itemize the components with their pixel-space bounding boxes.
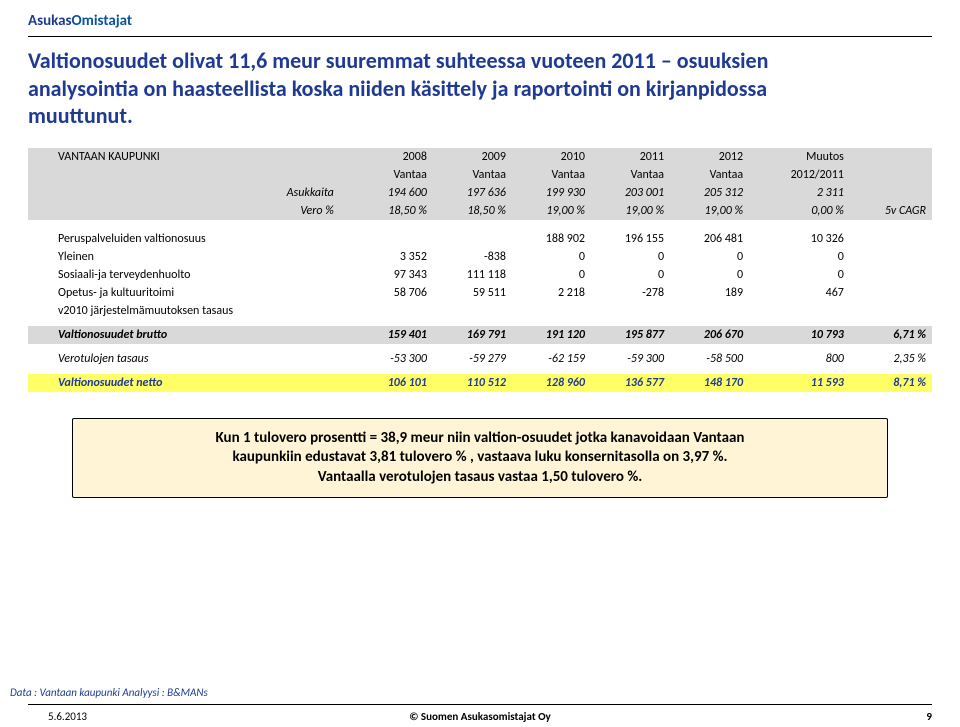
row-label-asukkaita: Asukkaita xyxy=(28,184,354,202)
col-year: 2009 xyxy=(433,148,512,166)
header-row-vero: Vero % 18,50 % 18,50 % 19,00 % 19,00 % 1… xyxy=(28,202,932,220)
slide-page: AsukasOmistajat Valtionosuudet olivat 11… xyxy=(0,0,960,727)
note-box: Kun 1 tulovero prosentti = 38,9 meur nii… xyxy=(72,418,887,499)
col-name: Vantaa xyxy=(433,166,512,184)
row-peruspalvelut: Peruspalveluiden valtionosuus 188 902 19… xyxy=(28,230,932,248)
note-line1: Kun 1 tulovero prosentti = 38,9 meur nii… xyxy=(91,429,868,449)
footer-page-number: 9 xyxy=(926,710,932,723)
title-line1: Valtionosuudet olivat 11,6 meur suuremma… xyxy=(28,47,932,75)
footer-source: Data : Vantaan kaupunki Analyysi : B&MAN… xyxy=(10,686,208,699)
col-year: Muutos xyxy=(749,148,850,166)
col-year: 2011 xyxy=(591,148,670,166)
entity-name: VANTAAN KAUPUNKI xyxy=(28,148,354,166)
row-label-vero: Vero % xyxy=(28,202,354,220)
col-name: Vantaa xyxy=(670,166,749,184)
row-jarjestelma: v2010 järjestelmämuutoksen tasaus xyxy=(28,302,932,320)
divider-top xyxy=(28,36,932,37)
row-sosiaali: Sosiaali-ja terveydenhuolto 97 343 111 1… xyxy=(28,266,932,284)
brand-logo: AsukasOmistajat xyxy=(28,12,932,30)
col-extra xyxy=(850,148,932,166)
col-year: 2010 xyxy=(512,148,591,166)
col-year: 2012 xyxy=(670,148,749,166)
col-name: Vantaa xyxy=(591,166,670,184)
row-netto: Valtionosuudet netto 106 101 110 512 128… xyxy=(28,374,932,392)
note-line3: Vantaalla verotulojen tasaus vastaa 1,50… xyxy=(91,468,868,488)
row-brutto: Valtionosuudet brutto 159 401 169 791 19… xyxy=(28,326,932,344)
col-name: 2012/2011 xyxy=(749,166,850,184)
header-row-name: Vantaa Vantaa Vantaa Vantaa Vantaa 2012/… xyxy=(28,166,932,184)
col-name: Vantaa xyxy=(512,166,591,184)
brand-part2: Omistajat xyxy=(72,12,133,30)
title-line3: muuttunut. xyxy=(28,102,932,130)
col-extra-label: 5v CAGR xyxy=(850,202,932,220)
col-year: 2008 xyxy=(354,148,433,166)
brand-part1: Asukas xyxy=(28,12,72,30)
header-row-asukkaita: Asukkaita 194 600 197 636 199 930 203 00… xyxy=(28,184,932,202)
header-row-year: VANTAAN KAUPUNKI 2008 2009 2010 2011 201… xyxy=(28,148,932,166)
divider-bottom xyxy=(28,704,932,705)
data-table: VANTAAN KAUPUNKI 2008 2009 2010 2011 201… xyxy=(28,148,932,392)
title-block: Valtionosuudet olivat 11,6 meur suuremma… xyxy=(28,47,932,130)
row-yleinen: Yleinen 3 352 -838 0 0 0 0 xyxy=(28,248,932,266)
col-name: Vantaa xyxy=(354,166,433,184)
footer-copyright: © Suomen Asukasomistajat Oy xyxy=(0,710,960,723)
note-line2: kaupunkiin edustavat 3,81 tulovero % , v… xyxy=(91,448,868,468)
row-opetus: Opetus- ja kultuuritoimi 58 706 59 511 2… xyxy=(28,284,932,302)
title-line2: analysointia on haasteellista koska niid… xyxy=(28,75,932,103)
row-verotulojen: Verotulojen tasaus -53 300 -59 279 -62 1… xyxy=(28,350,932,368)
